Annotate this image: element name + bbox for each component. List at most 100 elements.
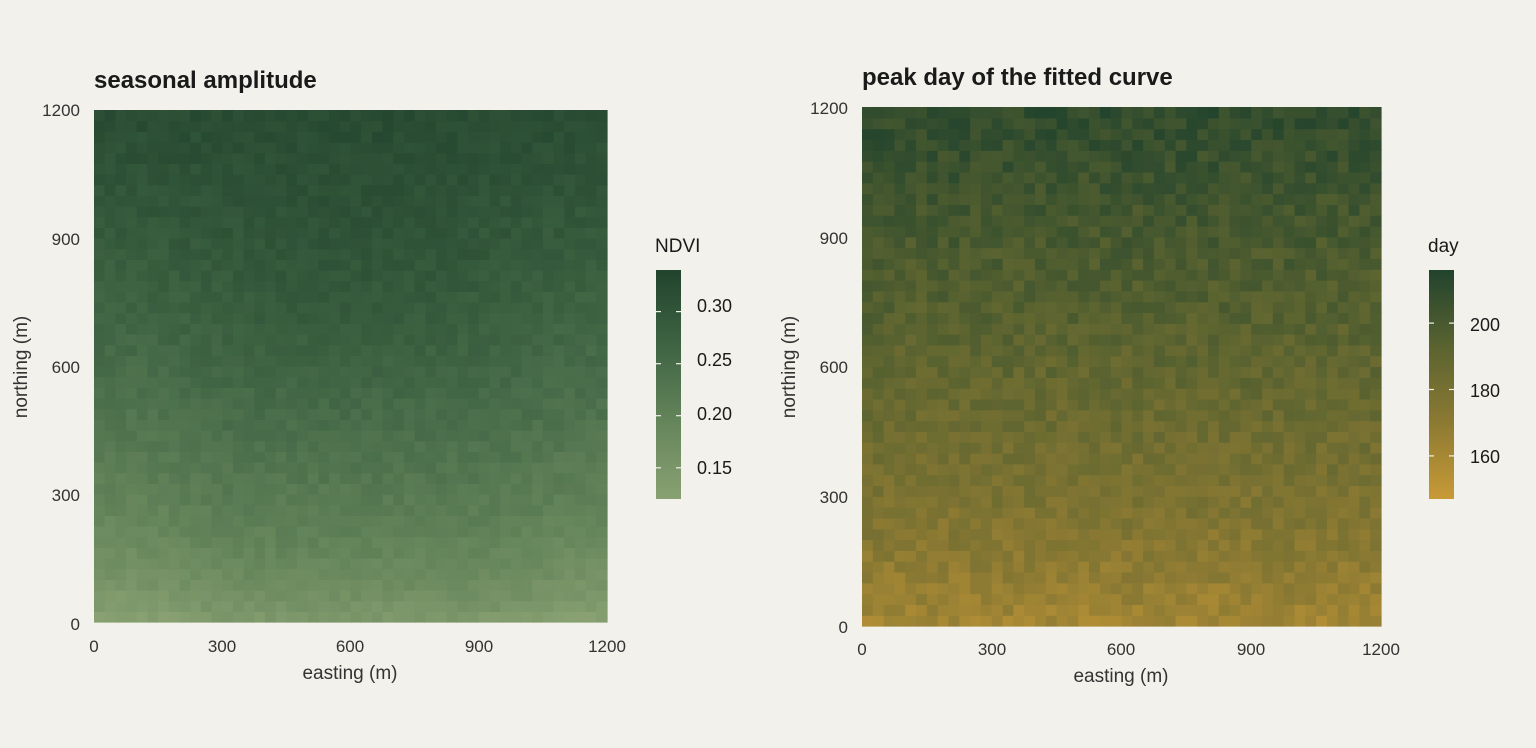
heatmap-cell — [532, 120, 544, 132]
heatmap-cell — [371, 270, 384, 282]
heatmap-cell — [1013, 442, 1025, 454]
heatmap-cell — [286, 227, 298, 239]
heatmap-cell — [1013, 312, 1025, 324]
heatmap-cell — [883, 193, 896, 205]
heatmap-cell — [542, 419, 555, 431]
heatmap-cell — [1153, 269, 1166, 281]
heatmap-cell — [329, 291, 341, 303]
heatmap-cell — [1045, 571, 1058, 584]
heatmap-cell — [478, 600, 491, 612]
heatmap-cell — [446, 451, 458, 463]
heatmap-cell — [254, 259, 266, 271]
heatmap-cell — [905, 496, 917, 508]
heatmap-cell — [136, 195, 149, 207]
heatmap-cell — [243, 259, 255, 271]
heatmap-cell — [1262, 517, 1274, 530]
heatmap-cell — [532, 419, 544, 431]
heatmap-cell — [382, 174, 394, 186]
heatmap-cell — [147, 280, 159, 292]
heatmap-cell — [1024, 571, 1036, 584]
heatmap-cell — [436, 504, 448, 516]
heatmap-cell — [1089, 334, 1101, 346]
heatmap-cell — [585, 270, 597, 282]
heatmap-cell — [510, 270, 523, 282]
heatmap-cell — [393, 611, 405, 623]
heatmap-cell — [436, 547, 448, 559]
heatmap-cell — [1316, 323, 1328, 335]
heatmap-cell — [457, 206, 469, 218]
heatmap-cell — [980, 615, 993, 627]
heatmap-cell — [329, 120, 341, 132]
heatmap-cell — [414, 515, 426, 527]
heatmap-cell — [478, 398, 491, 410]
heatmap-cell — [147, 163, 159, 175]
heatmap-cell — [1316, 150, 1328, 162]
heatmap-cell — [510, 174, 523, 186]
heatmap-cell — [489, 216, 501, 228]
heatmap-cell — [905, 539, 917, 551]
heatmap-cell — [158, 280, 170, 292]
heatmap-cell — [905, 301, 917, 314]
heatmap-cell — [532, 483, 544, 495]
heatmap-cell — [1370, 582, 1382, 595]
heatmap-cell — [222, 366, 234, 378]
heatmap-cell — [1002, 571, 1014, 584]
heatmap-cell — [1316, 431, 1328, 443]
heatmap-cell — [1229, 550, 1242, 562]
heatmap-cell — [126, 355, 138, 367]
heatmap-cell — [1164, 258, 1177, 270]
heatmap-cell — [94, 558, 106, 570]
heatmap-cell — [542, 270, 555, 282]
heatmap-cell — [158, 238, 170, 250]
heatmap-cell — [297, 280, 309, 292]
heatmap-cell — [1143, 193, 1155, 205]
heatmap-cell — [297, 110, 309, 122]
heatmap-cell — [1370, 366, 1382, 378]
heatmap-cell — [414, 387, 426, 399]
heatmap-cell — [1121, 161, 1133, 173]
heatmap-cell — [1316, 507, 1328, 519]
heatmap-cell — [916, 571, 928, 584]
heatmap-cell — [168, 611, 181, 623]
heatmap-cell — [1175, 431, 1187, 443]
heatmap-cell — [1251, 323, 1263, 335]
heatmap-cell — [1078, 485, 1090, 497]
heatmap-cell — [243, 366, 255, 378]
heatmap-cell — [937, 463, 950, 476]
heatmap-cell — [1316, 312, 1328, 324]
heatmap-cell — [894, 258, 906, 270]
heatmap-cell — [574, 184, 587, 196]
heatmap-cell — [1132, 323, 1144, 335]
heatmap-cell — [1348, 355, 1360, 368]
heatmap-cell — [1143, 496, 1155, 508]
heatmap-cell — [200, 611, 213, 623]
heatmap-cell — [136, 398, 149, 410]
heatmap-cell — [425, 163, 437, 175]
heatmap-cell — [307, 195, 320, 207]
heatmap-cell — [489, 366, 501, 378]
heatmap-cell — [307, 558, 320, 570]
heatmap-cell — [94, 216, 106, 228]
heatmap-cell — [1337, 474, 1350, 487]
heatmap-cell — [265, 355, 277, 367]
heatmap-cell — [1305, 193, 1317, 205]
heatmap-cell — [948, 117, 960, 130]
heatmap-cell — [478, 120, 491, 132]
heatmap-cell — [457, 312, 469, 324]
heatmap-cell — [275, 515, 287, 527]
heatmap-cell — [883, 453, 896, 465]
heatmap-cell — [104, 366, 116, 378]
heatmap-cell — [307, 280, 320, 292]
heatmap-cell — [371, 152, 384, 164]
heatmap-cell — [254, 334, 266, 346]
heatmap-cell — [158, 366, 170, 378]
heatmap-cell — [991, 247, 1004, 259]
heatmap-cell — [222, 227, 234, 239]
heatmap-cell — [403, 494, 416, 506]
heatmap-cell — [200, 483, 213, 495]
heatmap-cell — [862, 474, 874, 487]
heatmap-cell — [564, 195, 576, 207]
heatmap-cell — [361, 174, 373, 186]
heatmap-cell — [478, 291, 491, 303]
heatmap-cell — [403, 515, 416, 527]
